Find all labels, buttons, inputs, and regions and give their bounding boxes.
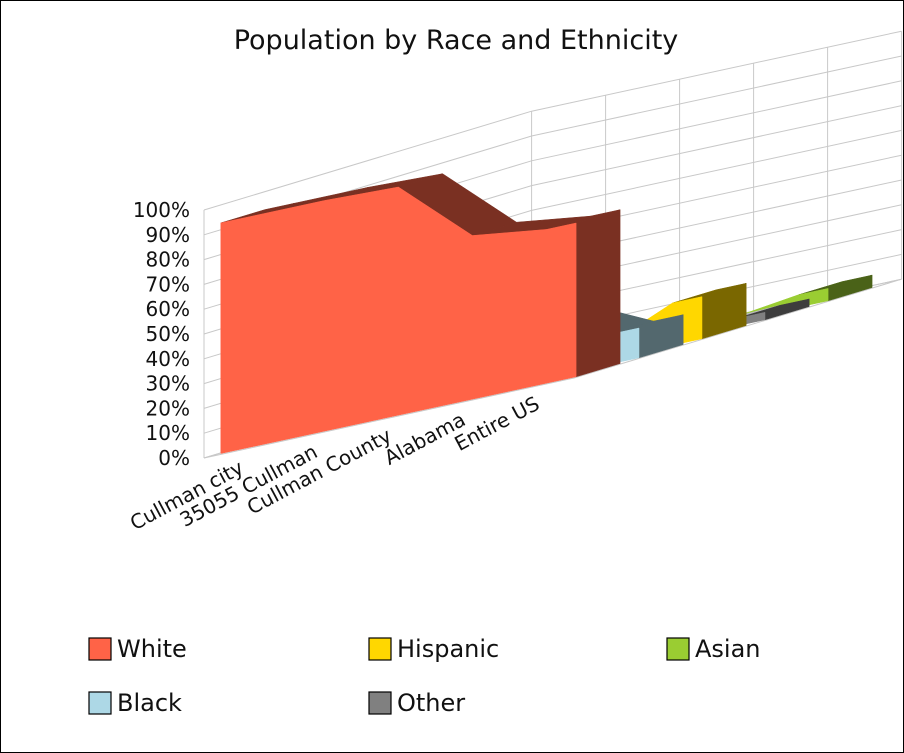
legend-swatch <box>666 637 690 661</box>
legend-item-hispanic: Hispanic <box>368 635 499 663</box>
ribbon-side <box>575 209 621 378</box>
y-axis-ticks: 0%10%20%30%40%50%60%70%80%90%100% <box>133 198 190 470</box>
legend-item-asian: Asian <box>666 635 761 663</box>
legend-label: White <box>117 635 187 663</box>
y-tick-label: 90% <box>146 223 190 247</box>
legend-label: Hispanic <box>397 635 499 663</box>
ribbon-front <box>220 186 577 454</box>
series-layer <box>220 173 873 454</box>
legend-swatch <box>368 637 392 661</box>
y-tick-label: 10% <box>146 421 190 445</box>
legend-swatch <box>88 691 112 715</box>
legend-item-black: Black <box>88 689 182 717</box>
legend-swatch <box>368 691 392 715</box>
y-tick-label: 30% <box>146 372 190 396</box>
y-tick-label: 20% <box>146 396 190 420</box>
legend-item-other: Other <box>368 689 465 717</box>
y-tick-label: 70% <box>146 272 190 296</box>
legend: White Hispanic Asian Black Other <box>88 635 761 717</box>
legend-swatch <box>88 637 112 661</box>
legend-label: Black <box>117 689 182 717</box>
y-tick-label: 60% <box>146 297 190 321</box>
legend-item-white: White <box>88 635 187 663</box>
y-tick-label: 50% <box>146 322 190 346</box>
legend-label: Asian <box>695 635 761 663</box>
ribbon-side <box>827 274 873 302</box>
y-tick-label: 0% <box>158 446 190 470</box>
chart-title: Population by Race and Ethnicity <box>234 25 679 56</box>
series-white <box>220 173 621 454</box>
y-tick-label: 40% <box>146 347 190 371</box>
gridline <box>203 30 902 211</box>
y-tick-label: 100% <box>133 198 190 222</box>
y-tick-label: 80% <box>146 248 190 272</box>
legend-label: Other <box>397 689 465 717</box>
ribbon-side <box>701 282 747 340</box>
